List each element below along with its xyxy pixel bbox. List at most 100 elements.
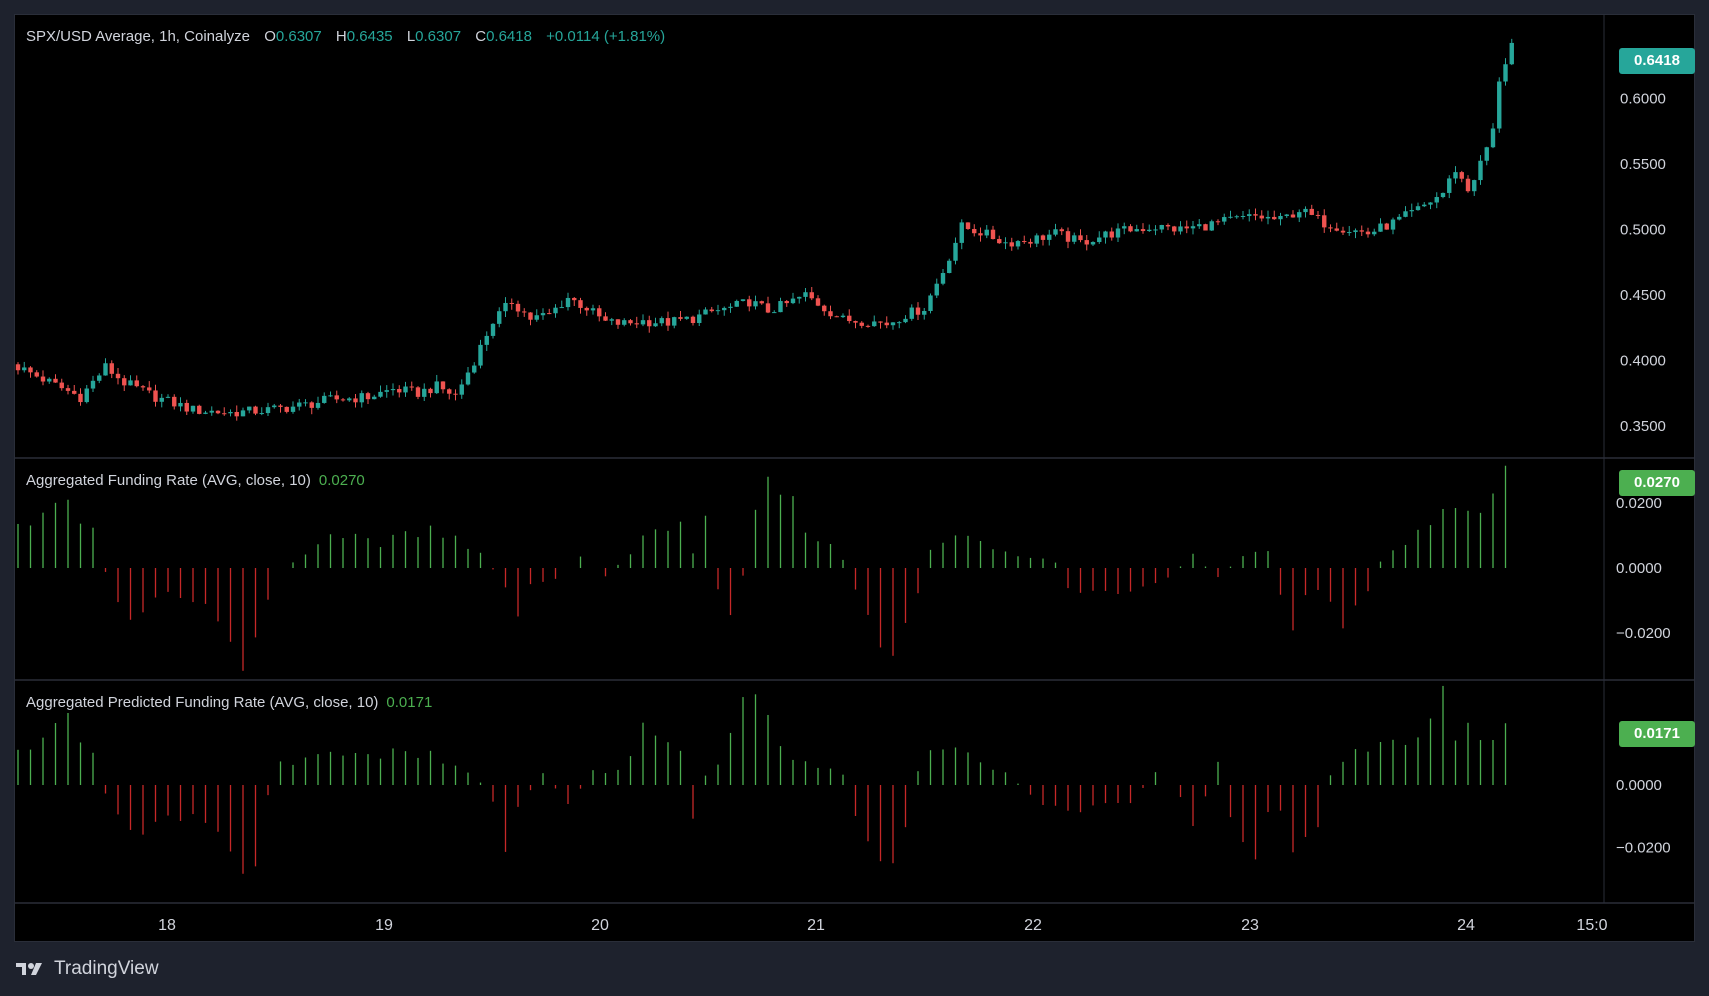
- price-tick-label: 0.4500: [1620, 287, 1666, 304]
- candle: [1240, 216, 1246, 218]
- candle: [940, 273, 946, 284]
- candle: [1509, 42, 1514, 65]
- candle: [1384, 223, 1389, 230]
- candle: [1490, 128, 1496, 148]
- candle: [1340, 230, 1346, 233]
- candle: [1272, 216, 1277, 220]
- candle: [659, 318, 664, 324]
- price-change: +0.0114 (+1.81%): [546, 28, 666, 45]
- candle: [484, 335, 489, 345]
- chart-frame: [14, 14, 1695, 942]
- candle: [559, 307, 564, 309]
- candle: [884, 322, 889, 326]
- candle: [140, 386, 146, 388]
- tv-logo-icon: [16, 963, 42, 975]
- candle: [22, 367, 27, 371]
- candle: [147, 387, 152, 391]
- candle: [134, 380, 139, 387]
- candle: [603, 316, 608, 321]
- candle: [197, 405, 202, 414]
- candle: [340, 399, 346, 401]
- candle: [734, 300, 739, 307]
- predicted-tick-label: −0.0200: [1616, 839, 1671, 856]
- candle: [609, 319, 614, 321]
- candle: [522, 311, 527, 313]
- candle: [1134, 229, 1139, 232]
- candle: [747, 299, 752, 307]
- candle: [1072, 235, 1077, 242]
- candle: [928, 295, 933, 311]
- candle: [259, 413, 264, 415]
- tradingview-brand[interactable]: TradingView: [16, 958, 159, 980]
- candle: [447, 389, 452, 394]
- candle: [1259, 215, 1264, 219]
- candle: [15, 364, 21, 371]
- candle: [1147, 229, 1152, 232]
- candle: [422, 388, 427, 397]
- candle: [647, 320, 652, 327]
- candle: [759, 301, 764, 304]
- candle: [572, 297, 577, 301]
- candle: [278, 405, 283, 407]
- candle: [1278, 215, 1283, 220]
- candle: [403, 386, 408, 393]
- candle: [1378, 223, 1383, 232]
- candle: [1434, 197, 1439, 203]
- candle: [90, 380, 96, 389]
- candle: [847, 315, 852, 322]
- candle: [397, 389, 402, 393]
- candle: [1447, 178, 1452, 193]
- candle: [190, 405, 196, 412]
- candle: [347, 398, 352, 401]
- candle: [1322, 215, 1327, 228]
- brand-name: TradingView: [54, 958, 159, 979]
- candle: [265, 407, 271, 414]
- candle: [709, 309, 714, 312]
- candle: [722, 307, 727, 311]
- candle: [497, 311, 502, 324]
- candle: [840, 315, 846, 318]
- candle: [1222, 217, 1227, 222]
- candle: [703, 309, 708, 315]
- candle: [859, 322, 864, 326]
- candle: [1090, 242, 1096, 245]
- candle: [678, 317, 683, 319]
- candle: [584, 307, 589, 311]
- candle: [653, 323, 658, 327]
- candle: [1003, 242, 1008, 244]
- candle: [290, 406, 296, 412]
- candle: [1497, 81, 1502, 129]
- candle: [103, 363, 108, 376]
- candle: [503, 302, 508, 312]
- candle: [565, 297, 571, 308]
- candle: [434, 381, 439, 394]
- ohlc-open-value: 0.6307: [275, 28, 322, 45]
- candle: [547, 313, 552, 315]
- price-tick-label: 0.5000: [1620, 221, 1666, 238]
- candle: [922, 310, 927, 315]
- candle: [1297, 212, 1302, 218]
- candle: [284, 406, 289, 412]
- candle: [1128, 226, 1133, 232]
- funding-legend: Aggregated Funding Rate (AVG, close, 10)…: [26, 472, 365, 489]
- candle: [172, 396, 177, 407]
- predicted-legend: Aggregated Predicted Funding Rate (AVG, …: [26, 694, 432, 711]
- candle: [1084, 240, 1089, 245]
- candle: [784, 301, 789, 304]
- candle: [65, 388, 71, 391]
- candle: [1172, 226, 1177, 232]
- candle: [1078, 235, 1083, 241]
- candle: [390, 389, 396, 391]
- candle: [634, 323, 639, 325]
- candle: [753, 301, 758, 307]
- candle: [1228, 216, 1233, 218]
- candle: [122, 378, 127, 386]
- candle: [953, 242, 958, 261]
- candle: [1065, 231, 1071, 242]
- ohlc-close-value: 0.6418: [486, 28, 532, 45]
- candle: [615, 319, 621, 325]
- candle: [1347, 232, 1352, 234]
- candle: [865, 325, 871, 327]
- price-tick-label: 0.3500: [1620, 418, 1666, 435]
